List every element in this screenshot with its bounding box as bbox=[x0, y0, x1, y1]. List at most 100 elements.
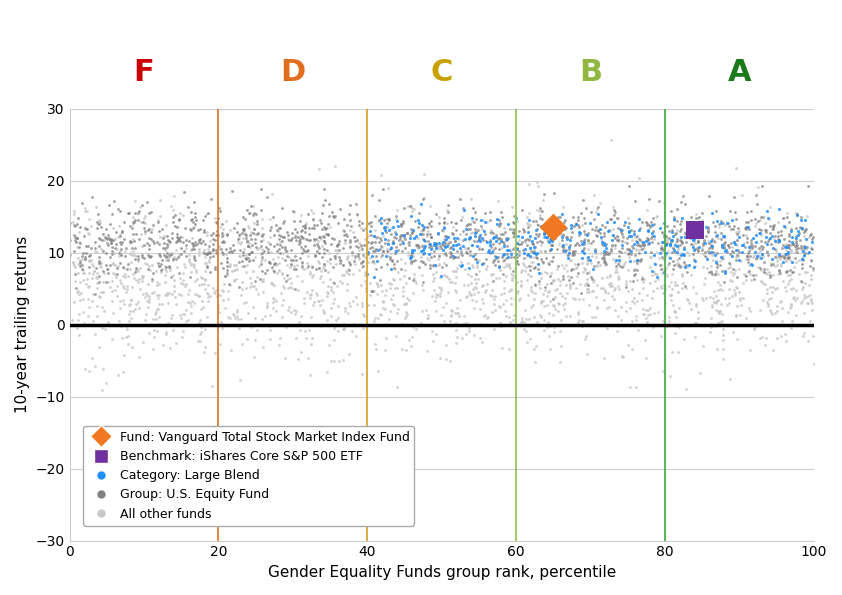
Point bbox=[710, 259, 723, 268]
Point bbox=[374, 275, 387, 284]
Point bbox=[267, 281, 280, 290]
Point bbox=[328, 253, 342, 263]
Point bbox=[242, 223, 255, 233]
Point bbox=[406, 228, 419, 237]
Point bbox=[743, 224, 756, 233]
Point bbox=[179, 262, 192, 272]
Point bbox=[189, 240, 202, 249]
Point bbox=[312, 241, 325, 250]
Point bbox=[423, 242, 436, 252]
Point bbox=[586, 286, 600, 296]
Point bbox=[518, 261, 531, 270]
Point bbox=[759, 206, 773, 216]
Point bbox=[504, 286, 517, 295]
Point bbox=[488, 292, 502, 301]
Point bbox=[222, 279, 236, 289]
Point bbox=[247, 302, 260, 312]
Point bbox=[785, 268, 798, 277]
Point bbox=[376, 184, 390, 194]
Point bbox=[254, 241, 268, 250]
Point bbox=[440, 250, 453, 260]
Point bbox=[109, 285, 122, 295]
Point bbox=[150, 314, 163, 324]
Point bbox=[97, 306, 110, 315]
Point bbox=[665, 284, 679, 294]
Point bbox=[273, 237, 286, 247]
Point bbox=[540, 234, 553, 243]
Point bbox=[109, 227, 122, 237]
Point bbox=[760, 269, 774, 278]
Point bbox=[437, 239, 450, 248]
Point bbox=[541, 233, 554, 242]
Point bbox=[284, 283, 297, 292]
Point bbox=[90, 248, 104, 257]
Point bbox=[601, 289, 615, 298]
Point bbox=[556, 209, 569, 219]
Point bbox=[442, 201, 456, 210]
Point bbox=[705, 250, 718, 259]
Point bbox=[483, 237, 497, 247]
Point bbox=[195, 273, 209, 283]
Point bbox=[594, 249, 608, 258]
Point bbox=[521, 219, 535, 228]
Point bbox=[511, 244, 525, 253]
Point bbox=[557, 242, 570, 252]
Point bbox=[188, 208, 201, 218]
Point bbox=[527, 240, 541, 249]
Point bbox=[651, 283, 664, 293]
Point bbox=[367, 258, 381, 268]
Point bbox=[718, 293, 732, 303]
Point bbox=[799, 225, 813, 234]
Point bbox=[415, 221, 429, 230]
Point bbox=[768, 231, 781, 240]
Point bbox=[251, 272, 264, 281]
Point bbox=[798, 242, 812, 252]
Point bbox=[541, 225, 555, 234]
Point bbox=[285, 233, 298, 243]
Point bbox=[716, 240, 729, 250]
Point bbox=[71, 268, 84, 278]
Point bbox=[337, 355, 350, 364]
Point bbox=[747, 250, 760, 259]
Point bbox=[584, 239, 598, 248]
Point bbox=[641, 205, 654, 214]
Point bbox=[167, 281, 180, 290]
Point bbox=[794, 277, 807, 286]
Point bbox=[670, 280, 684, 290]
Point bbox=[237, 226, 250, 235]
Point bbox=[625, 284, 638, 294]
Point bbox=[84, 255, 98, 264]
Point bbox=[350, 299, 364, 308]
Point bbox=[756, 296, 770, 305]
Point bbox=[759, 237, 772, 247]
Point bbox=[737, 240, 750, 249]
Point bbox=[417, 229, 430, 239]
Point bbox=[340, 231, 354, 240]
Point bbox=[147, 238, 161, 248]
Point bbox=[200, 227, 214, 237]
Point bbox=[278, 274, 291, 283]
Point bbox=[558, 215, 572, 225]
Point bbox=[567, 221, 580, 231]
Point bbox=[749, 253, 763, 263]
Point bbox=[722, 241, 735, 250]
Point bbox=[759, 269, 773, 278]
Point bbox=[421, 222, 434, 231]
Point bbox=[508, 225, 521, 234]
Point bbox=[454, 261, 467, 270]
Point bbox=[275, 270, 289, 279]
Point bbox=[124, 237, 137, 246]
Point bbox=[139, 289, 152, 298]
Point bbox=[189, 212, 202, 222]
Point bbox=[565, 233, 578, 242]
Point bbox=[332, 218, 345, 228]
Point bbox=[360, 232, 373, 242]
Point bbox=[210, 230, 224, 240]
Point bbox=[104, 334, 118, 344]
Point bbox=[718, 268, 732, 277]
Point bbox=[93, 342, 106, 352]
Point bbox=[349, 331, 363, 340]
Point bbox=[635, 240, 648, 250]
Point bbox=[642, 305, 655, 315]
Point bbox=[104, 260, 117, 270]
